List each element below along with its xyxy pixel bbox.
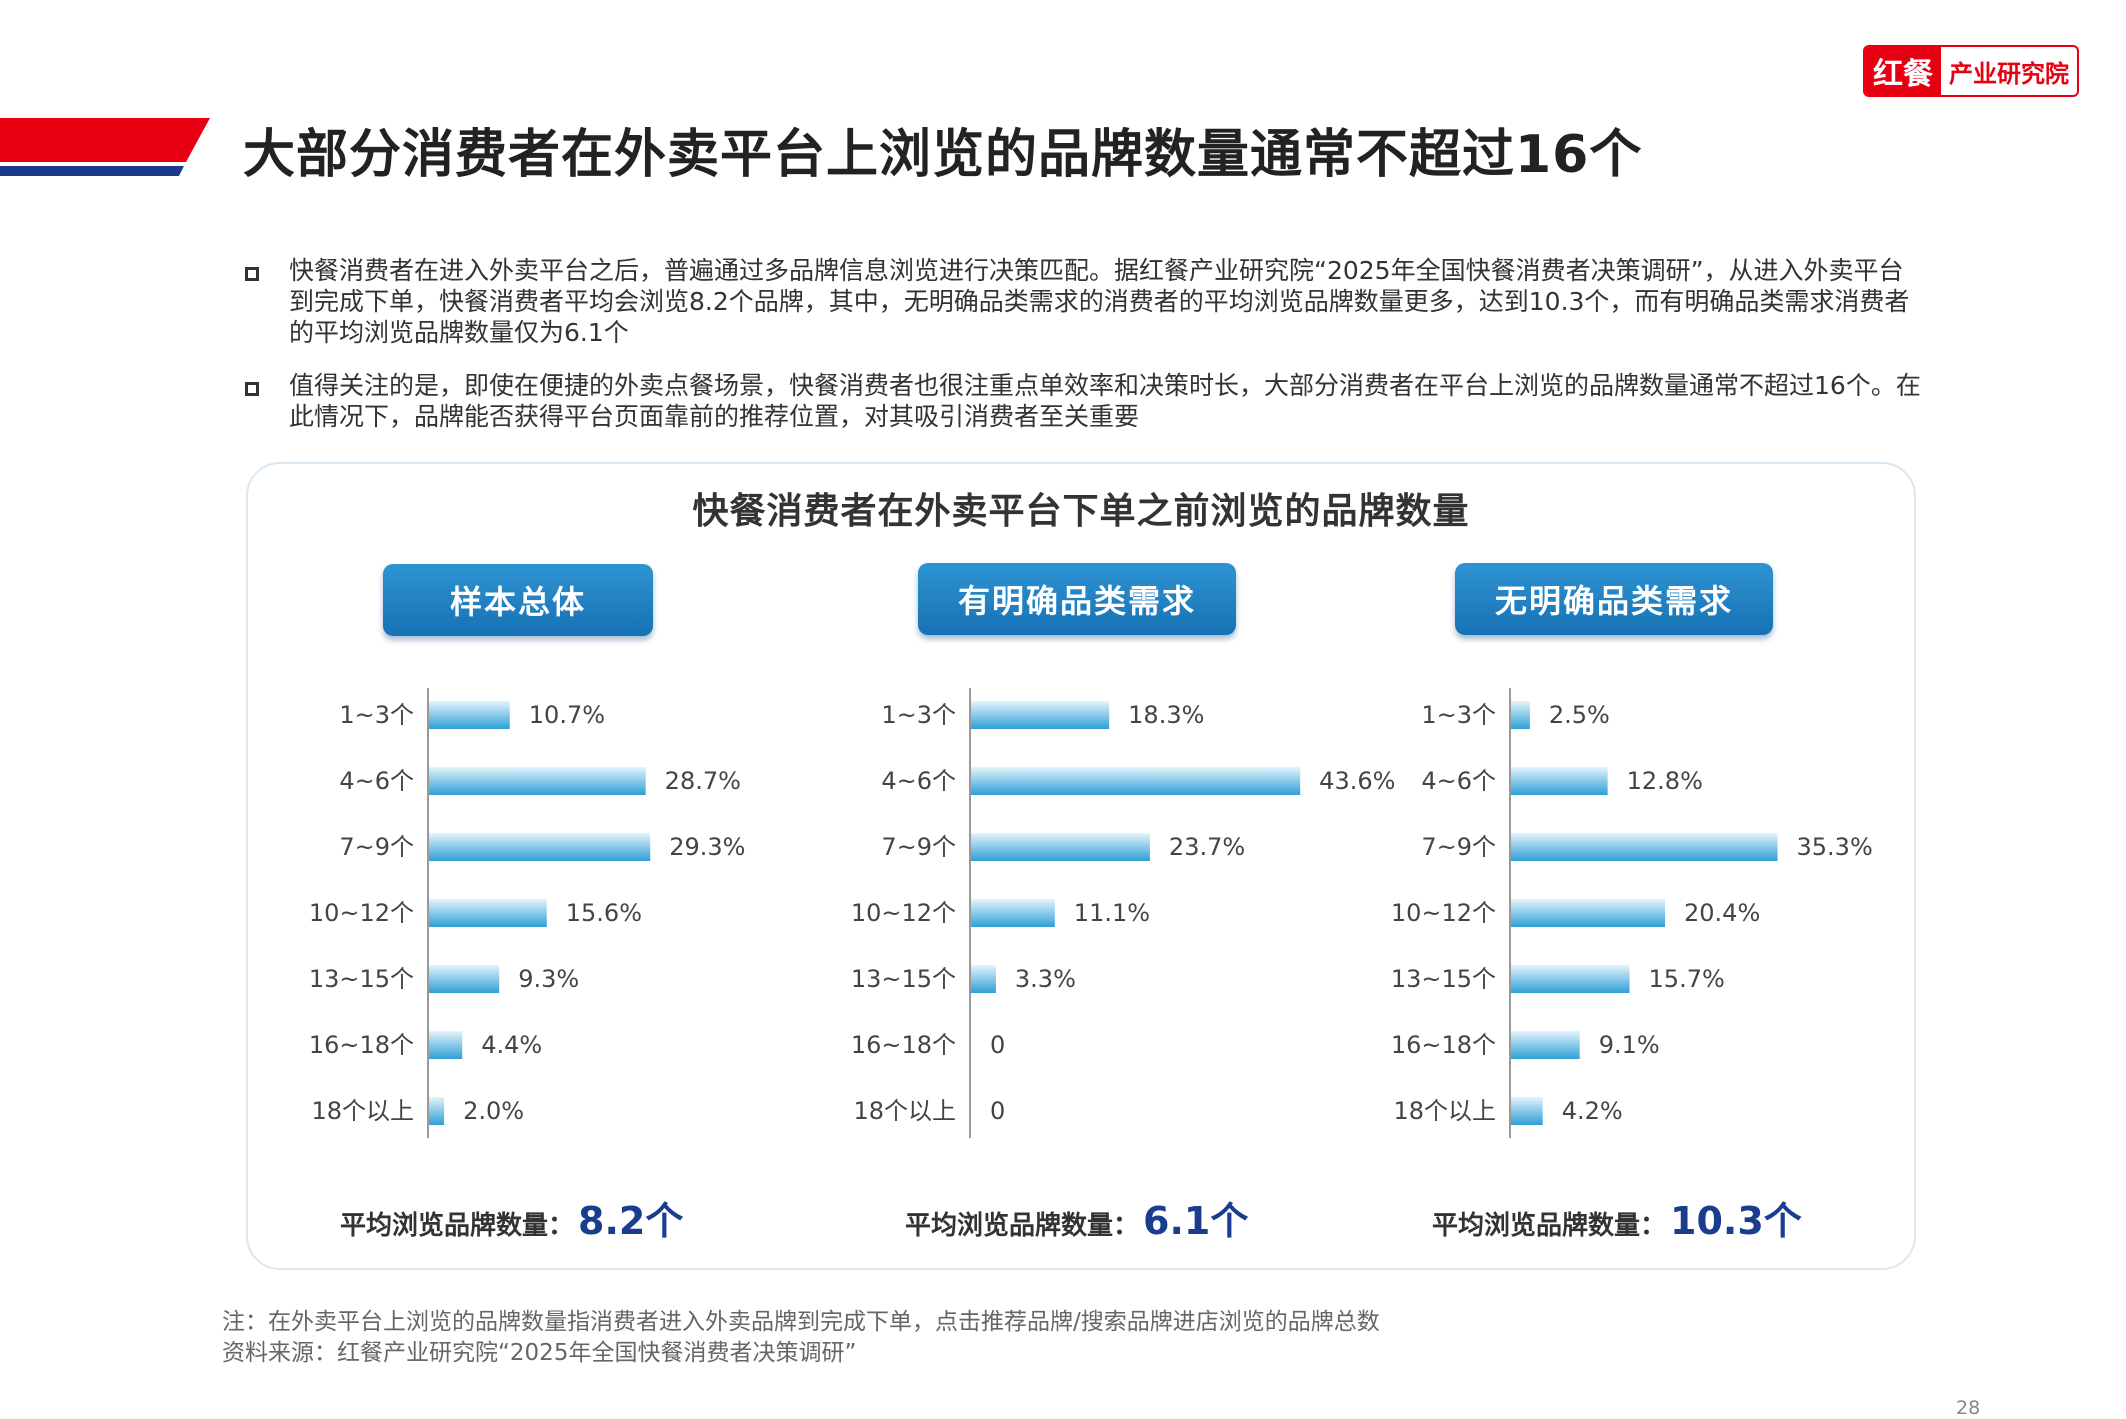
category-label: 10~12个 [309, 899, 414, 927]
bar [971, 965, 996, 993]
category-label: 10~12个 [1391, 899, 1496, 927]
bullet-paragraph-1: 快餐消费者在进入外卖平台之后，普遍通过多品牌信息浏览进行决策匹配。据红餐产业研究… [245, 255, 1925, 348]
bullet-text: 值得关注的是，即使在便捷的外卖点餐场景，快餐消费者也很注重点单效率和决策时长，大… [289, 371, 1921, 431]
bar [1511, 833, 1778, 861]
data-label: 0 [990, 1031, 1005, 1059]
data-label: 9.1% [1599, 1031, 1660, 1059]
footnote: 注：在外卖平台上浏览的品牌数量指消费者进入外卖品牌到完成下单，点击推荐品牌/搜索… [222, 1309, 1380, 1335]
series-title-total: 样本总体 [383, 564, 653, 636]
data-label: 3.3% [1015, 965, 1076, 993]
average-total: 平均浏览品牌数量： 8.2个 [340, 1190, 683, 1245]
category-label: 16~18个 [851, 1031, 956, 1059]
data-label: 4.2% [1562, 1097, 1623, 1125]
series-title-explicit: 有明确品类需求 [918, 563, 1236, 635]
data-label: 15.6% [566, 899, 642, 927]
data-label: 15.7% [1649, 965, 1725, 993]
brand-logo: 红餐 产业研究院 [1863, 45, 2079, 97]
bar [1511, 1097, 1543, 1125]
bullet-text: 快餐消费者在进入外卖平台之后，普遍通过多品牌信息浏览进行决策匹配。据红餐产业研究… [289, 256, 1910, 347]
bar [1511, 701, 1530, 729]
logo-mark: 红餐 [1865, 47, 1941, 95]
category-label: 1~3个 [1421, 701, 1496, 729]
data-label: 9.3% [518, 965, 579, 993]
bar [429, 1097, 445, 1125]
bullet-square-icon [245, 267, 259, 281]
category-label: 16~18个 [1391, 1031, 1496, 1059]
source-note: 资料来源：红餐产业研究院“2025年全国快餐消费者决策调研” [222, 1340, 857, 1366]
average-label: 平均浏览品牌数量： [340, 1211, 575, 1241]
average-value: 10.3个 [1670, 1199, 1802, 1243]
category-label: 18个以上 [853, 1097, 956, 1125]
category-label: 7~9个 [339, 833, 414, 861]
chart-title: 快餐消费者在外卖平台下单之前浏览的品牌数量 [692, 491, 1470, 532]
bullet-square-icon [245, 382, 259, 396]
average-label: 平均浏览品牌数量： [1432, 1211, 1667, 1241]
bar [429, 1031, 463, 1059]
bar [1511, 965, 1630, 993]
bar [429, 965, 500, 993]
category-label: 18个以上 [1393, 1097, 1496, 1125]
data-label: 11.1% [1074, 899, 1150, 927]
category-label: 13~15个 [309, 965, 414, 993]
series-title-non-explicit: 无明确品类需求 [1455, 563, 1773, 635]
data-label: 43.6% [1319, 767, 1395, 795]
data-label: 10.7% [529, 701, 605, 729]
average-value: 8.2个 [578, 1199, 684, 1243]
data-label: 18.3% [1128, 701, 1204, 729]
category-label: 13~15个 [851, 965, 956, 993]
data-label: 20.4% [1684, 899, 1760, 927]
bar [1511, 1031, 1580, 1059]
category-label: 7~9个 [1421, 833, 1496, 861]
category-label: 18个以上 [311, 1097, 414, 1125]
bar [429, 833, 651, 861]
data-label: 4.4% [481, 1031, 542, 1059]
logo-text: 产业研究院 [1949, 59, 2069, 88]
average-non-explicit: 平均浏览品牌数量： 10.3个 [1432, 1190, 1802, 1245]
bar [971, 701, 1110, 729]
bar [971, 899, 1055, 927]
bar [429, 899, 547, 927]
category-label: 1~3个 [339, 701, 414, 729]
header-decoration [0, 118, 210, 176]
category-label: 16~18个 [309, 1031, 414, 1059]
bar [971, 833, 1150, 861]
data-label: 0 [990, 1097, 1005, 1125]
data-label: 23.7% [1169, 833, 1245, 861]
category-label: 4~6个 [1421, 767, 1496, 795]
page-number: 28 [1956, 1397, 1981, 1419]
category-label: 1~3个 [881, 701, 956, 729]
category-label: 10~12个 [851, 899, 956, 927]
bar [971, 767, 1301, 795]
bar [429, 701, 510, 729]
bar [1511, 899, 1666, 927]
bar-charts: 1~3个 10.7% 4~6个 28.7% 7~9个 29.3% 10~12个 15.6% 13… [309, 688, 1873, 1138]
bar [1511, 767, 1608, 795]
page-title: 大部分消费者在外卖平台上浏览的品牌数量通常不超过16个 [243, 125, 1643, 185]
data-label: 2.0% [463, 1097, 524, 1125]
category-label: 4~6个 [881, 767, 956, 795]
data-label: 2.5% [1549, 701, 1610, 729]
data-label: 29.3% [669, 833, 745, 861]
average-explicit: 平均浏览品牌数量： 6.1个 [905, 1190, 1248, 1245]
average-label: 平均浏览品牌数量： [905, 1211, 1140, 1241]
data-label: 35.3% [1797, 833, 1873, 861]
data-label: 12.8% [1627, 767, 1703, 795]
bullet-paragraph-2: 值得关注的是，即使在便捷的外卖点餐场景，快餐消费者也很注重点单效率和决策时长，大… [245, 370, 1925, 432]
category-label: 7~9个 [881, 833, 956, 861]
data-label: 28.7% [665, 767, 741, 795]
category-label: 4~6个 [339, 767, 414, 795]
bar [429, 767, 646, 795]
category-label: 13~15个 [1391, 965, 1496, 993]
average-value: 6.1个 [1143, 1199, 1249, 1243]
